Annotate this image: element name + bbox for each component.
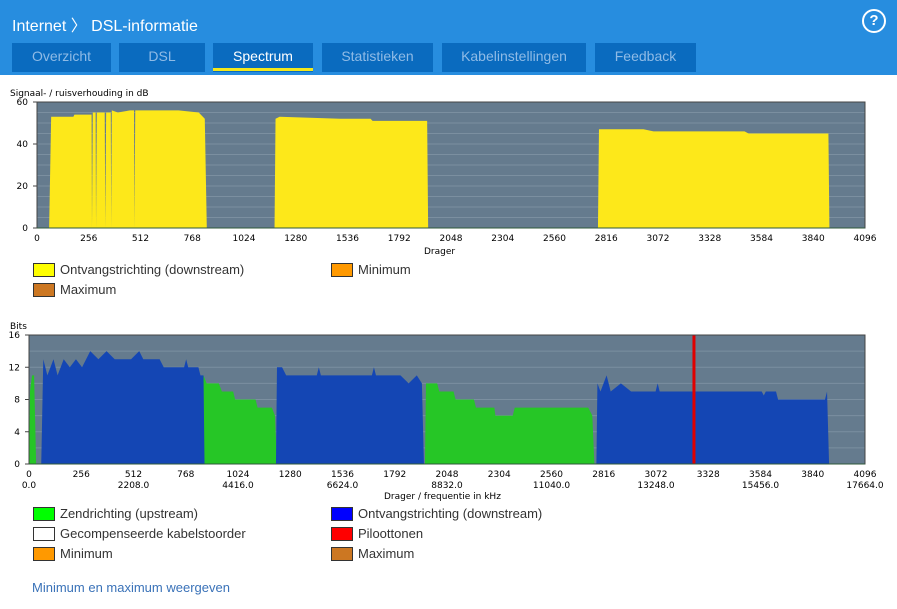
x-tick-label: 3328 — [697, 470, 720, 480]
x-tick-label: 1536 — [336, 234, 359, 244]
legend-label: Ontvangstrichting (downstream) — [60, 262, 245, 277]
x-tick-label: 1536 — [331, 470, 354, 480]
legend-item: Maximum — [331, 546, 414, 561]
x-tick-khz-label: 6624.0 — [327, 481, 359, 491]
legend-label: Gecompenseerde kabelstoorder — [60, 526, 246, 541]
y-tick-label: 8 — [14, 396, 20, 406]
x-tick-label: 3840 — [801, 470, 824, 480]
pilot-tone-marker — [692, 335, 696, 464]
x-tick-label: 3584 — [749, 470, 772, 480]
show-min-max-link[interactable]: Minimum en maximum weergeven — [32, 580, 230, 595]
snr-chart: Signaal- / ruisverhouding in dB 0 20 40 60 0 2… — [10, 89, 877, 257]
x-tick-label: 2560 — [540, 470, 563, 480]
series-area-0 — [29, 375, 595, 464]
x-tick-label: 3584 — [750, 234, 773, 244]
legend-label: Maximum — [60, 282, 117, 297]
legend-item: Minimum — [331, 262, 411, 277]
x-tick-label: 2048 — [440, 234, 463, 244]
help-circle-icon[interactable]: ? — [862, 9, 886, 33]
legend-item: Ontvangstrichting (downstream) — [331, 506, 542, 521]
x-tick-label: 3328 — [698, 234, 721, 244]
tab-overzicht[interactable]: Overzicht — [12, 43, 111, 72]
y-tick-label: 4 — [14, 428, 20, 438]
legend-item: Piloottonen — [331, 526, 423, 541]
x-tick-khz-label: 17664.0 — [846, 481, 883, 491]
y-axis-label: Bits — [10, 322, 27, 332]
y-tick-label: 60 — [17, 98, 29, 108]
x-tick-label: 1024 — [233, 234, 256, 244]
x-tick-label: 256 — [73, 470, 90, 480]
x-tick-label: 4096 — [854, 470, 877, 480]
legend-item: Zendrichting (upstream) — [33, 506, 198, 521]
x-tick-label: 1792 — [383, 470, 406, 480]
x-tick-label: 2304 — [488, 470, 511, 480]
legend-swatch — [331, 546, 353, 561]
legend-swatch — [331, 262, 353, 277]
y-tick-label: 16 — [9, 331, 21, 341]
legend-label: Minimum — [60, 546, 113, 561]
y-tick-label: 20 — [17, 182, 29, 192]
x-tick-label: 768 — [184, 234, 201, 244]
x-tick-khz-label: 2208.0 — [118, 481, 150, 491]
legend-swatch — [331, 506, 353, 521]
x-tick-label: 3840 — [802, 234, 825, 244]
y-axis-label: Signaal- / ruisverhouding in dB — [10, 89, 149, 99]
series-area-0 — [49, 110, 830, 228]
x-tick-label: 512 — [132, 234, 149, 244]
x-axis-label: Drager / frequentie in kHz — [384, 492, 501, 502]
tab-spectrum[interactable]: Spectrum — [213, 43, 313, 72]
legend-item: Gecompenseerde kabelstoorder — [33, 526, 246, 541]
x-tick-khz-label: 13248.0 — [637, 481, 674, 491]
legend-label: Zendrichting (upstream) — [60, 506, 198, 521]
x-tick-label: 2816 — [595, 234, 618, 244]
legend-label: Piloottonen — [358, 526, 424, 541]
x-tick-label: 1280 — [284, 234, 307, 244]
x-tick-label: 2048 — [436, 470, 459, 480]
x-tick-label: 1280 — [279, 470, 302, 480]
tab-kabelinstellingen[interactable]: Kabelinstellingen — [442, 43, 586, 72]
legend-item: Ontvangstrichting (downstream) — [33, 262, 244, 277]
x-tick-khz-label: 0.0 — [22, 481, 37, 491]
legend-label: Maximum — [358, 546, 415, 561]
legend-swatch — [33, 526, 55, 541]
x-tick-khz-label: 8832.0 — [431, 481, 463, 491]
x-tick-label: 2304 — [491, 234, 514, 244]
x-tick-label: 256 — [80, 234, 97, 244]
legend-swatch — [33, 282, 55, 297]
x-tick-label: 768 — [177, 470, 194, 480]
tab-feedback[interactable]: Feedback — [595, 43, 696, 72]
y-tick-label: 0 — [14, 460, 20, 470]
x-tick-label: 1024 — [227, 470, 250, 480]
series-area-1 — [41, 351, 830, 464]
legend-swatch — [33, 546, 55, 561]
bits-chart: Bits 0 4 8 12 16 0 256 512 768 1024 1280 1536 1792 204… — [9, 322, 884, 502]
x-tick-khz-label: 11040.0 — [533, 481, 570, 491]
tab-statistieken[interactable]: Statistieken — [322, 43, 433, 72]
legend-swatch — [331, 526, 353, 541]
y-tick-label: 12 — [9, 363, 20, 373]
tab-dsl[interactable]: DSL — [119, 43, 205, 72]
legend-label: Minimum — [358, 262, 411, 277]
x-tick-label: 2560 — [543, 234, 566, 244]
x-axis-label: Drager — [424, 247, 455, 257]
x-tick-label: 4096 — [854, 234, 877, 244]
x-tick-khz-label: 4416.0 — [222, 481, 254, 491]
x-tick-khz-label: 15456.0 — [742, 481, 779, 491]
page-title: Internet 〉 DSL-informatie — [12, 18, 198, 35]
legend-swatch — [33, 262, 55, 277]
legend-item: Maximum — [33, 282, 116, 297]
x-tick-label: 2816 — [592, 470, 615, 480]
legend-swatch — [33, 506, 55, 521]
y-tick-label: 40 — [17, 140, 29, 150]
x-tick-label: 3072 — [647, 234, 670, 244]
x-tick-label: 0 — [34, 234, 40, 244]
x-tick-label: 1792 — [388, 234, 411, 244]
x-tick-label: 512 — [125, 470, 142, 480]
legend-item: Minimum — [33, 546, 113, 561]
x-tick-label: 0 — [26, 470, 32, 480]
y-tick-label: 0 — [22, 224, 28, 234]
x-tick-label: 3072 — [645, 470, 668, 480]
legend-label: Ontvangstrichting (downstream) — [358, 506, 543, 521]
